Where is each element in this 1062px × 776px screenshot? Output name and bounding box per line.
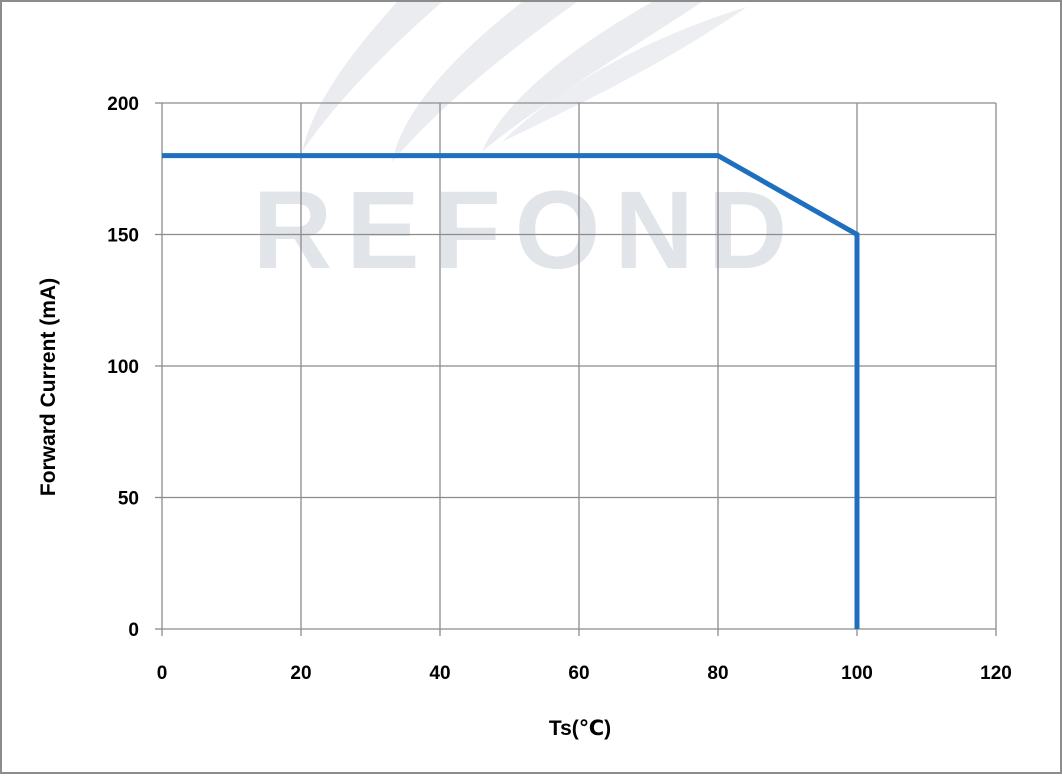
tick-labels: 0 20 40 60 80 100 120 0 50 100 150 200 (107, 94, 1012, 684)
x-tick-label: 120 (980, 663, 1012, 684)
x-tick-label: 40 (429, 663, 450, 684)
series (162, 153, 860, 629)
x-tick-label: 0 (157, 663, 168, 684)
y-tick-label: 100 (107, 357, 139, 378)
y-tick-label: 150 (107, 226, 139, 247)
y-axis-title: Forward Current (mA) (37, 278, 60, 496)
series-line (162, 153, 860, 629)
y-tick-label: 50 (118, 489, 139, 510)
y-tick-label: 0 (128, 620, 139, 641)
x-tick-label: 80 (707, 663, 728, 684)
x-tick-label: 100 (841, 663, 873, 684)
watermark-text: REFOND (253, 169, 801, 292)
x-tick-label: 20 (290, 663, 311, 684)
x-axis-title: Ts(℃) (549, 717, 611, 740)
x-tick-label: 60 (568, 663, 589, 684)
watermark-logo: REFOND (253, 2, 801, 292)
y-tick-label: 200 (107, 94, 139, 115)
